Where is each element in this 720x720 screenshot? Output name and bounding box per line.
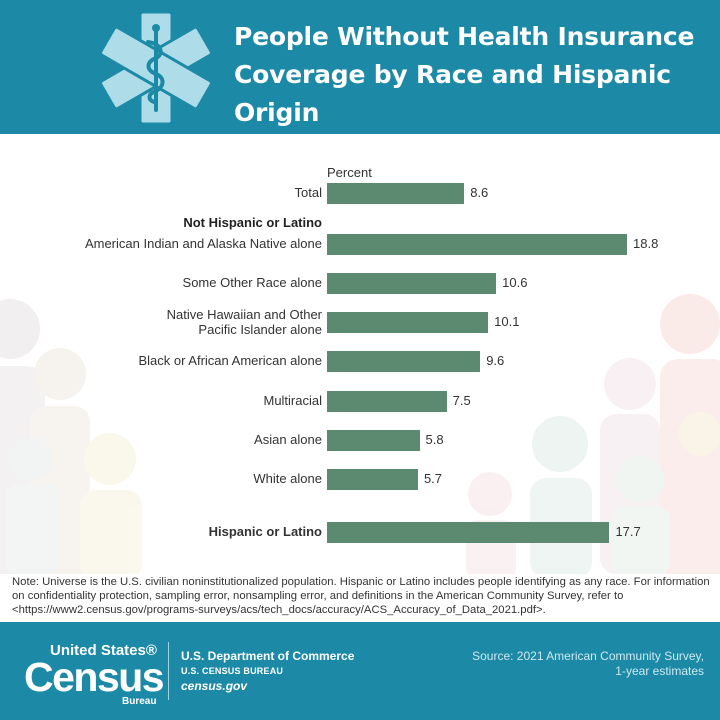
group-label-not-hispanic: Not Hispanic or Latino [183, 215, 322, 230]
bar [327, 311, 489, 333]
bar [327, 272, 497, 294]
header-banner: People Without Health Insurance Coverage… [0, 0, 720, 134]
category-label: Black or African American alone [138, 353, 322, 368]
bar [327, 350, 481, 372]
department-name: U.S. Department of Commerce [181, 649, 355, 663]
category-label: Total [294, 185, 322, 200]
category-label: White alone [253, 471, 322, 486]
value-label: 17.7 [615, 524, 641, 539]
value-label: 8.6 [470, 185, 489, 200]
category-label: Multiracial [263, 393, 322, 408]
value-label: 5.7 [423, 471, 443, 486]
source-line-2: 1-year estimates [615, 664, 704, 678]
value-label: 7.5 [452, 393, 471, 408]
footer-banner: United States® Census Bureau U.S. Depart… [0, 622, 720, 720]
value-label: 10.1 [494, 314, 520, 329]
category-label: Native Hawaiian and Other Pacific Island… [166, 307, 322, 337]
category-label: Some Other Race alone [182, 275, 322, 290]
value-label: 9.6 [486, 353, 505, 368]
bar [327, 233, 627, 255]
value-label: 5.8 [425, 432, 444, 447]
bar-chart: Percent Not Hispanic or Latino Total 8.6 A… [0, 134, 720, 574]
logo-census: Census [24, 654, 165, 700]
bar [327, 468, 418, 490]
logo-united-states: United States® [50, 642, 157, 659]
source-credit: Source: 2021 American Community Survey, … [472, 649, 704, 679]
footnote: Note: Universe is the U.S. civilian noni… [12, 576, 710, 616]
census-bureau-logo: United States® Census Bureau [24, 642, 165, 707]
category-label: Hispanic or Latino [208, 524, 322, 539]
bar [327, 182, 465, 204]
footer-divider [168, 642, 169, 700]
source-line-1: Source: 2021 American Community Survey, [472, 649, 704, 663]
bureau-name: U.S. CENSUS BUREAU [181, 666, 284, 676]
website-link[interactable]: census.gov [181, 679, 248, 693]
page-title: People Without Health Insurance Coverage… [234, 22, 695, 127]
value-label: 18.8 [633, 236, 659, 251]
category-label: Asian alone [254, 432, 322, 447]
logo-bureau: Bureau [122, 696, 157, 707]
bar [327, 521, 610, 543]
bar [327, 390, 447, 412]
category-label: American Indian and Alaska Native alone [84, 236, 322, 251]
value-label: 10.6 [502, 275, 528, 290]
star-of-life-icon [99, 10, 213, 126]
axis-label: Percent [327, 165, 372, 180]
bar [327, 429, 420, 451]
